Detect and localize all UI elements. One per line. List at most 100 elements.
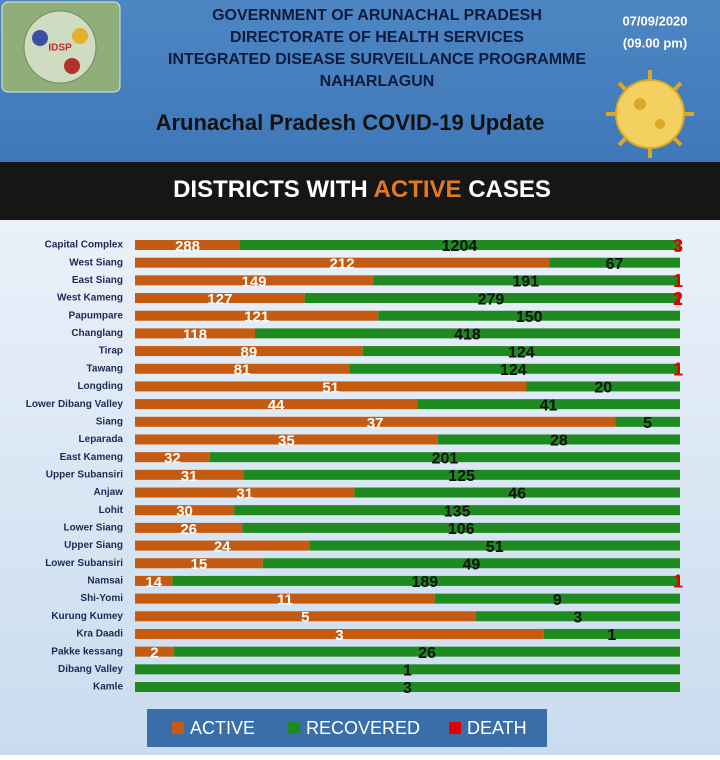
data-label: 26	[418, 645, 436, 662]
bar-segment	[135, 416, 616, 427]
bar-segment	[135, 381, 527, 392]
legend-label: RECOVERED	[306, 718, 420, 738]
category-label: Changlang	[71, 328, 123, 339]
bar-segment	[135, 628, 544, 639]
category-label: Lower Subansiri	[45, 558, 123, 569]
bar-segment	[135, 399, 418, 410]
bar-segment	[135, 469, 244, 480]
category-label: East Kameng	[60, 452, 123, 463]
data-label: 24	[214, 539, 231, 556]
data-label: 26	[180, 521, 197, 538]
bar-segment	[262, 558, 680, 569]
bar-segment	[677, 293, 680, 304]
category-label: Leparada	[79, 434, 124, 445]
category-label: Dibang Valley	[58, 664, 123, 675]
header-line: NAHARLAGUN	[320, 73, 435, 90]
bar-segment	[243, 469, 681, 480]
legend-swatch	[172, 722, 184, 734]
bar-segment	[254, 328, 681, 339]
category-label: East Siang	[72, 275, 123, 286]
data-label: 31	[181, 468, 198, 485]
bar-segment	[677, 575, 680, 586]
bar-segment	[135, 487, 355, 498]
data-label: 5	[643, 415, 652, 432]
data-label: 150	[516, 309, 543, 326]
data-label: 31	[236, 485, 253, 502]
data-label: 3	[573, 609, 582, 626]
category-label: Papumpare	[69, 310, 124, 321]
category-label: Kra Daadi	[76, 629, 123, 640]
category-label: Capital Complex	[45, 240, 124, 251]
data-label: 49	[462, 556, 480, 573]
bar-segment	[378, 310, 680, 321]
data-label: 30	[176, 503, 193, 520]
category-label: Tirap	[99, 346, 123, 357]
banner: DISTRICTS WITH ACTIVE CASES	[173, 176, 551, 203]
legend-swatch	[288, 722, 300, 734]
category-label: Namsai	[87, 576, 123, 587]
category-label: Upper Siang	[64, 540, 123, 551]
bar-segment	[135, 257, 550, 268]
data-label: 20	[594, 380, 612, 397]
bar-segment	[135, 558, 263, 569]
data-label: 1	[607, 627, 616, 644]
bar-segment	[526, 381, 680, 392]
bar-segment	[373, 275, 679, 286]
header-line: DIRECTORATE OF HEALTH SERVICES	[230, 29, 524, 46]
data-label: 3	[673, 236, 683, 256]
bar-segment	[135, 240, 240, 250]
logo-text: IDSP	[48, 43, 72, 54]
logo: IDSP	[1, 1, 121, 93]
data-label: 28	[550, 433, 568, 450]
data-label: 89	[241, 344, 258, 361]
data-label: 81	[234, 362, 251, 379]
category-label: West Siang	[69, 257, 123, 268]
category-label: Kurung Kumey	[51, 611, 123, 622]
banner-part: ACTIVE	[374, 176, 462, 203]
data-label: 15	[191, 556, 208, 573]
category-label: Lower Siang	[64, 523, 123, 534]
category-label: Lower Dibang Valley	[26, 399, 124, 410]
title: Arunachal Pradesh COVID-19 Update	[156, 110, 545, 135]
data-label: 124	[500, 362, 527, 379]
bar-segment	[135, 293, 305, 304]
data-label: 1204	[442, 238, 478, 255]
data-label: 418	[454, 327, 481, 344]
category-label: West Kameng	[57, 293, 123, 304]
data-label: 14	[145, 574, 162, 591]
bar-segment	[354, 487, 680, 498]
data-label: 212	[330, 256, 355, 273]
bar-segment	[135, 611, 476, 622]
time: (09.00 pm)	[623, 35, 687, 50]
data-label: 279	[478, 291, 505, 308]
bar-segment	[172, 575, 678, 586]
data-label: 1	[673, 360, 683, 380]
bar-segment	[135, 328, 255, 339]
data-label: 149	[242, 273, 267, 290]
data-label: 5	[301, 609, 309, 626]
data-label: 189	[412, 574, 439, 591]
virus-icon	[606, 70, 694, 158]
bar-segment	[417, 399, 680, 410]
legend-label: DEATH	[467, 718, 527, 738]
data-label: 124	[508, 344, 535, 361]
bar-segment	[309, 540, 680, 551]
data-label: 37	[367, 415, 384, 432]
data-label: 44	[268, 397, 285, 414]
bar-segment	[234, 505, 680, 516]
data-label: 51	[322, 379, 339, 396]
data-label: 9	[553, 592, 562, 609]
data-label: 106	[448, 521, 475, 538]
bar-segment	[135, 575, 173, 586]
legend-swatch	[449, 722, 461, 734]
data-label: 2	[673, 289, 683, 309]
data-label: 3	[335, 627, 343, 644]
bar-segment	[437, 434, 680, 445]
bar-segment	[434, 593, 680, 604]
bar-segment	[135, 434, 438, 445]
bar-segment	[242, 522, 680, 533]
category-label: Lohit	[99, 505, 124, 516]
bar-segment	[362, 346, 680, 357]
category-label: Pakke kessang	[51, 646, 123, 657]
header-line: INTEGRATED DISEASE SURVEILLANCE PROGRAMM…	[168, 51, 586, 68]
